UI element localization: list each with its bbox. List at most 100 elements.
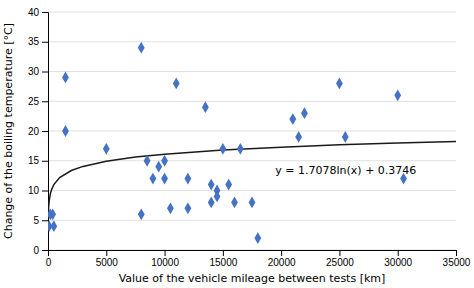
x-tick: 35000 xyxy=(443,250,471,268)
point xyxy=(50,220,57,232)
point xyxy=(219,143,226,155)
point xyxy=(202,101,209,113)
y-tick-label: 35 xyxy=(28,36,40,47)
y-tick: 20 xyxy=(28,126,48,137)
y-axis-title: Change of the boiling temperature [°C] xyxy=(2,23,15,239)
point xyxy=(254,232,261,244)
y-grid xyxy=(48,12,456,250)
x-tick-label: 35000 xyxy=(443,257,471,268)
x-tick-mark xyxy=(398,250,399,256)
point xyxy=(62,125,69,137)
x-tick: 25000 xyxy=(326,250,354,268)
scatter-series xyxy=(48,42,407,244)
point xyxy=(103,143,110,155)
x-tick-label: 5000 xyxy=(96,257,119,268)
point xyxy=(289,113,296,125)
marks xyxy=(48,42,456,244)
y-tick: 35 xyxy=(28,36,48,47)
point xyxy=(161,155,168,167)
x-tick-label: 30000 xyxy=(384,257,412,268)
y-tick: 5 xyxy=(33,215,48,226)
y-tick-mark xyxy=(42,161,48,162)
y-tick-label: 5 xyxy=(33,215,39,226)
point xyxy=(336,78,343,90)
point xyxy=(144,155,151,167)
point xyxy=(295,131,302,143)
x-tick: 5000 xyxy=(96,250,119,268)
point xyxy=(301,107,308,119)
x-tick-mark xyxy=(281,250,282,256)
x-tick: 0 xyxy=(46,250,52,268)
point xyxy=(173,78,180,90)
point xyxy=(249,197,256,209)
plot: 0 5000 10000 15000 20000 25000 30000 35000 0 5 10 1… xyxy=(28,7,471,268)
x-axis-title: Value of the vehicle mileage between tes… xyxy=(119,272,386,285)
x-tick-label: 20000 xyxy=(268,257,296,268)
grid-line xyxy=(48,101,456,102)
y-axis-line xyxy=(42,13,49,251)
x-tick-mark xyxy=(339,250,340,256)
point xyxy=(208,197,215,209)
x-tick-mark xyxy=(223,250,224,256)
point xyxy=(184,173,191,185)
y-tick-label: 30 xyxy=(28,66,40,77)
point xyxy=(150,173,157,185)
point xyxy=(225,179,232,191)
y-axis: 0 5 10 15 20 25 30 35 40 xyxy=(28,7,49,256)
x-tick-mark xyxy=(106,250,107,256)
x-axis-line xyxy=(49,251,457,257)
x-tick: 15000 xyxy=(209,250,237,268)
point xyxy=(214,191,221,203)
grid-line xyxy=(48,41,456,42)
y-tick-mark xyxy=(42,250,48,251)
x-tick: 30000 xyxy=(384,250,412,268)
y-tick-mark xyxy=(42,191,48,192)
point xyxy=(237,143,244,155)
point xyxy=(138,208,145,220)
equation-label: y = 1.7078ln(x) + 0.3746 xyxy=(275,164,416,177)
trend-line xyxy=(48,141,456,213)
point xyxy=(161,173,168,185)
point xyxy=(231,197,238,209)
point xyxy=(138,42,145,54)
grid-line xyxy=(48,12,456,13)
grid-line xyxy=(48,131,456,132)
grid-line xyxy=(48,190,456,191)
x-tick-label: 0 xyxy=(46,257,52,268)
x-tick-label: 15000 xyxy=(209,257,237,268)
y-tick-label: 25 xyxy=(28,96,40,107)
x-tick-mark xyxy=(456,250,457,256)
point xyxy=(167,202,174,214)
y-tick: 30 xyxy=(28,66,48,77)
point xyxy=(208,179,215,191)
x-tick-label: 10000 xyxy=(151,257,179,268)
y-tick-mark xyxy=(42,12,48,13)
x-axis: 0 5000 10000 15000 20000 25000 30000 35000 xyxy=(46,250,471,268)
y-tick-label: 40 xyxy=(28,7,40,18)
chart: 0 5000 10000 15000 20000 25000 30000 35000 0 5 10 1… xyxy=(0,0,474,288)
point xyxy=(342,131,349,143)
y-tick-label: 0 xyxy=(33,245,39,256)
y-tick: 25 xyxy=(28,96,48,107)
point xyxy=(184,202,191,214)
x-tick: 10000 xyxy=(151,250,179,268)
grid-line xyxy=(48,220,456,221)
y-tick: 10 xyxy=(28,185,48,196)
y-tick-mark xyxy=(42,72,48,73)
point xyxy=(394,89,401,101)
y-tick-label: 10 xyxy=(28,185,40,196)
y-tick: 15 xyxy=(28,155,48,166)
point xyxy=(49,208,56,220)
x-tick: 20000 xyxy=(268,250,296,268)
y-tick-mark xyxy=(42,131,48,132)
x-tick-label: 25000 xyxy=(326,257,354,268)
y-tick-label: 20 xyxy=(28,126,40,137)
point xyxy=(155,161,162,173)
point xyxy=(62,72,69,84)
y-tick-label: 15 xyxy=(28,155,40,166)
x-tick-mark xyxy=(165,250,166,256)
y-tick-mark xyxy=(42,101,48,102)
y-tick: 40 xyxy=(28,7,48,18)
y-tick-mark xyxy=(42,42,48,43)
y-tick-mark xyxy=(42,220,48,221)
